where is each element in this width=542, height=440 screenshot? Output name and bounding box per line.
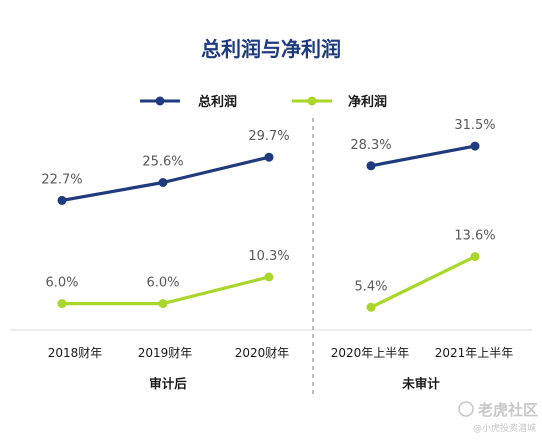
group-label-unaudited: 未审计 xyxy=(401,376,440,391)
data-label-gross-0: 22.7% xyxy=(41,172,82,187)
point-gross-3 xyxy=(366,161,376,171)
x-tick-2020: 2020财年 xyxy=(235,346,290,360)
x-tick-2018: 2018财年 xyxy=(48,346,103,360)
series-line-net-unaudited xyxy=(370,255,476,309)
series-line-gross-unaudited xyxy=(370,144,476,168)
point-net-3 xyxy=(366,302,376,312)
point-net-2 xyxy=(264,272,274,282)
watermark-main: 老虎社区 xyxy=(477,401,538,419)
point-gross-2 xyxy=(264,152,274,162)
watermark: 老虎社区 @小虎投资潜城 xyxy=(458,401,538,434)
data-label-net-3: 5.4% xyxy=(354,279,387,294)
point-net-0 xyxy=(57,299,67,309)
data-label-net-1: 6.0% xyxy=(146,276,179,291)
data-label-gross-1: 25.6% xyxy=(142,155,183,170)
legend-marker-gross xyxy=(155,96,165,106)
plot-area: 22.7% 25.6% 29.7% 28.3% 31.5% 6.0% 6.0% 10.3% 5.… xyxy=(41,118,496,312)
data-label-net-0: 6.0% xyxy=(45,276,78,291)
data-label-net-2: 10.3% xyxy=(248,249,289,264)
legend-label-net: 净利润 xyxy=(348,94,387,110)
data-label-gross-3: 28.3% xyxy=(350,138,391,153)
legend-marker-net xyxy=(307,96,317,106)
watermark-sub: @小虎投资潜城 xyxy=(473,422,536,434)
legend: 总利润 净利润 xyxy=(140,94,387,110)
point-gross-0 xyxy=(57,195,67,205)
point-net-4 xyxy=(470,252,480,262)
data-label-gross-2: 29.7% xyxy=(248,129,289,144)
x-tick-2019: 2019财年 xyxy=(138,346,193,360)
legend-label-gross: 总利润 xyxy=(198,94,237,110)
x-tick-2020h1: 2020年上半年 xyxy=(331,346,410,360)
watermark-logo-icon xyxy=(458,401,474,417)
data-label-net-4: 13.6% xyxy=(454,229,495,244)
data-label-gross-4: 31.5% xyxy=(454,118,495,133)
x-tick-2021h1: 2021年上半年 xyxy=(435,346,514,360)
point-net-1 xyxy=(158,299,168,309)
group-label-audited: 审计后 xyxy=(149,376,187,391)
point-gross-1 xyxy=(158,178,168,187)
point-gross-4 xyxy=(470,141,480,151)
chart-title: 总利润与净利润 xyxy=(201,37,341,61)
